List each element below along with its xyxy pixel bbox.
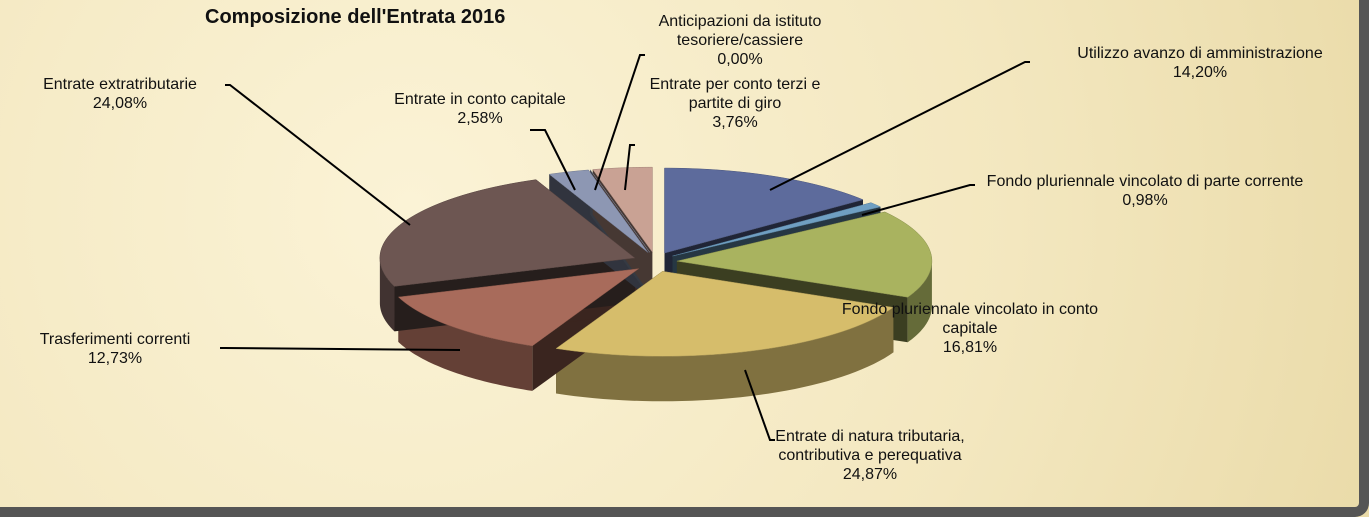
slice (397, 268, 640, 347)
category-label: Trasferimenti correnti (39, 331, 191, 348)
slice (589, 169, 651, 253)
category-label: Entrate di natura tributaria, contributi… (775, 428, 965, 464)
value-label: 14,20% (1172, 64, 1228, 81)
slice (676, 211, 933, 298)
chart-title: Composizione dell'Entrata 2016 (205, 6, 506, 28)
slice-label: Entrate per conto terzi e partite di gir… (635, 75, 835, 132)
value-label: 0,00% (717, 51, 763, 68)
slice-label: Utilizzo avanzo di amministrazione 14,20% (1030, 44, 1369, 82)
category-label: Anticipazioni da istituto tesoriere/cass… (658, 13, 822, 49)
leader-line (861, 184, 975, 216)
category-label: Fondo pluriennale vincolato in conto cap… (841, 301, 1099, 337)
value-label: 24,08% (92, 95, 148, 112)
slice-label: Entrate extratributarie 24,08% (10, 75, 230, 113)
leader-line (530, 129, 576, 191)
value-label: 24,87% (842, 466, 898, 483)
category-label: Entrate per conto terzi e partite di gir… (649, 76, 821, 112)
value-label: 2,58% (457, 110, 503, 127)
leader-line (769, 61, 1030, 191)
slice-label: Entrate in conto capitale 2,58% (370, 90, 590, 128)
slice-label: Fondo pluriennale vincolato di parte cor… (975, 172, 1315, 210)
slice-label: Fondo pluriennale vincolato in conto cap… (825, 300, 1115, 357)
value-label: 12,73% (87, 350, 143, 367)
leader-line (744, 369, 775, 441)
leader-line (225, 84, 411, 226)
slice-side (556, 307, 894, 402)
value-label: 3,76% (712, 114, 758, 131)
value-label: 16,81% (942, 339, 998, 356)
slice-label: Entrate di natura tributaria, contributi… (750, 427, 990, 484)
slice (555, 271, 895, 357)
value-label: 0,98% (1122, 192, 1168, 209)
slice (379, 179, 636, 287)
leader-line (594, 54, 645, 191)
slice-label: Trasferimenti correnti 12,73% (10, 330, 220, 368)
category-label: Utilizzo avanzo di amministrazione (1077, 45, 1323, 62)
slice-label: Anticipazioni da istituto tesoriere/cass… (630, 12, 850, 69)
slice-side (379, 257, 395, 332)
leader-line (220, 347, 461, 351)
category-label: Entrate in conto capitale (394, 91, 566, 108)
slice (548, 169, 649, 253)
leader-line (624, 144, 635, 191)
slice-side (907, 261, 932, 343)
category-label: Fondo pluriennale vincolato di parte cor… (986, 173, 1304, 190)
category-label: Entrate extratributarie (43, 76, 197, 93)
slice (672, 202, 882, 257)
slice (664, 167, 864, 254)
